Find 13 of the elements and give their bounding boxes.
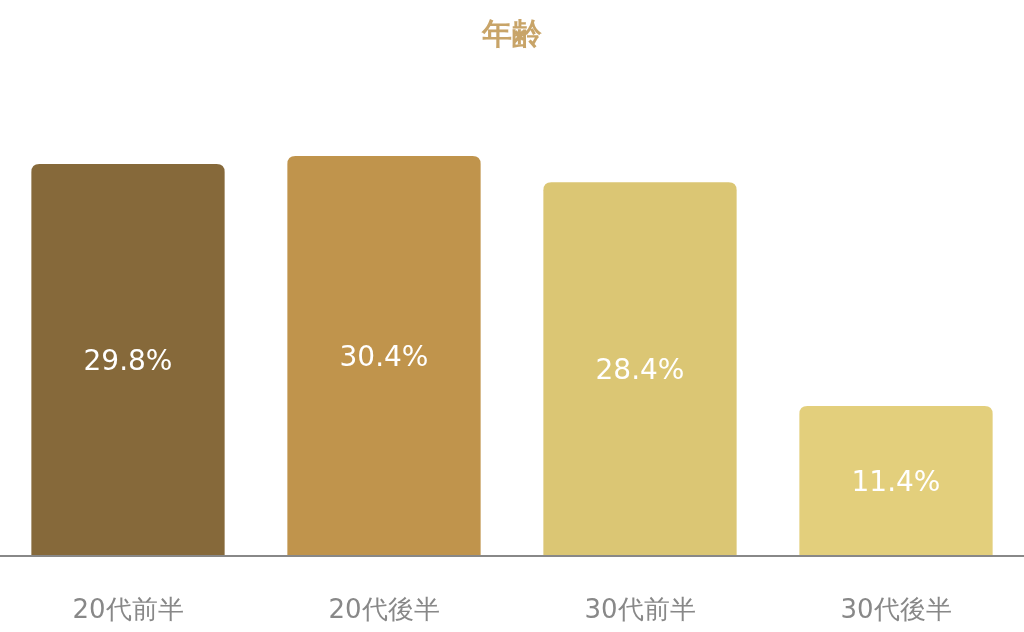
- x-tick-label: 30代後半: [840, 594, 952, 624]
- x-tick-label: 20代前半: [72, 594, 184, 624]
- bar: [543, 182, 737, 556]
- bar: [799, 406, 993, 556]
- data-label: 30.4%: [339, 340, 429, 373]
- x-tick-label: 20代後半: [328, 594, 440, 624]
- bar: [287, 156, 481, 556]
- x-tick-label: 30代前半: [584, 594, 696, 624]
- data-label: 29.8%: [83, 343, 173, 377]
- chart-title: 年齢: [481, 16, 542, 51]
- bar: [31, 163, 225, 556]
- data-label: 28.4%: [595, 353, 685, 387]
- data-label: 11.4%: [851, 465, 941, 498]
